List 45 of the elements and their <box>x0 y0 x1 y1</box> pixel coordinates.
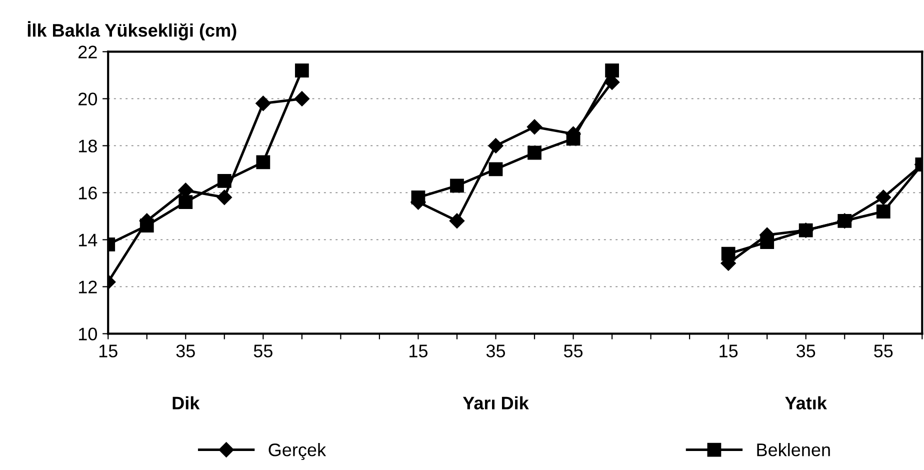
point <box>526 119 542 134</box>
point <box>488 138 504 154</box>
y-tick-label: 20 <box>78 92 97 106</box>
point <box>605 64 619 78</box>
y-tick-label: 16 <box>78 186 97 200</box>
point <box>450 178 464 193</box>
point <box>140 218 154 233</box>
y-tick-label: 12 <box>78 280 97 294</box>
point <box>256 155 270 170</box>
x-tick-label: 55 <box>254 344 272 358</box>
point <box>838 214 852 228</box>
x-tick-label: 55 <box>564 344 583 358</box>
point <box>488 162 503 176</box>
x-tick-label: 35 <box>796 344 816 358</box>
point <box>566 132 580 146</box>
y-tick-label: 10 <box>78 328 97 340</box>
x-tick-label: 15 <box>410 344 428 358</box>
text: Dik <box>172 396 200 410</box>
y-tick-label: 22 <box>78 46 97 58</box>
point <box>294 91 310 106</box>
point <box>876 204 890 218</box>
point <box>216 190 232 205</box>
legend-label: Gerçek <box>268 443 326 460</box>
text: Yarı Dik <box>462 396 529 410</box>
y-axis-title: İlk Bakla Yüksekliği (cm) <box>28 21 236 40</box>
x-tick-label: 15 <box>720 344 738 358</box>
text: Yatık <box>785 396 827 410</box>
point <box>721 246 736 261</box>
x-tick-label: 15 <box>99 344 118 358</box>
point <box>449 213 465 228</box>
point <box>294 64 309 78</box>
x-tick-label: 35 <box>176 344 195 358</box>
legend-label: Beklenen <box>757 443 830 456</box>
point <box>217 174 232 188</box>
point <box>760 235 774 249</box>
y-tick-label: 14 <box>78 234 98 246</box>
x-tick-label: 55 <box>874 344 893 358</box>
point <box>178 195 193 210</box>
y-tick-label: 18 <box>78 140 97 152</box>
point <box>528 146 542 160</box>
x-tick-label: 35 <box>486 344 506 358</box>
point <box>798 223 813 238</box>
point <box>411 190 426 204</box>
point <box>876 190 891 205</box>
point <box>256 96 271 111</box>
